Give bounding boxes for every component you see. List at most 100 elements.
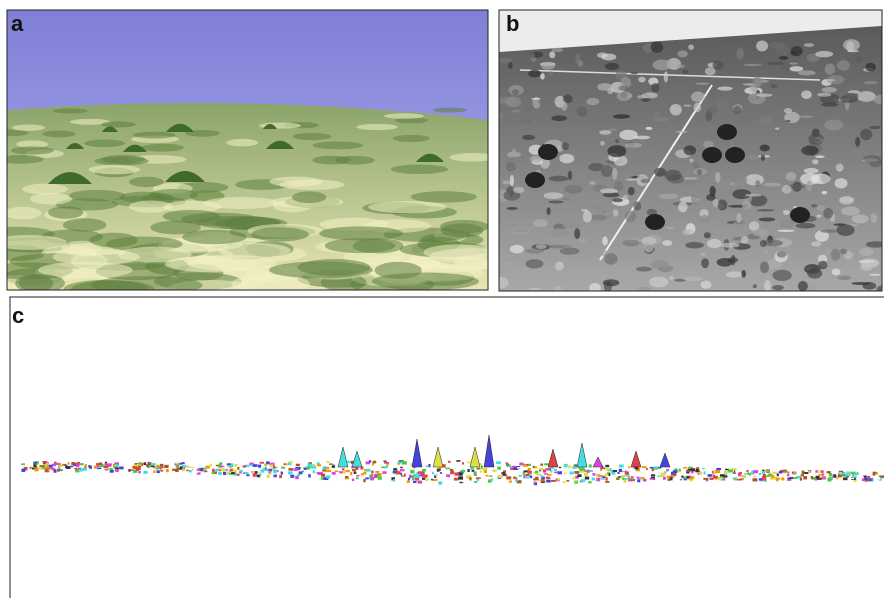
- rock: [798, 70, 816, 75]
- surface-bit: [461, 480, 464, 482]
- surface-bit: [318, 469, 321, 471]
- surface-bit: [288, 471, 292, 474]
- surface-bit: [339, 471, 343, 473]
- surface-bit: [58, 466, 60, 469]
- surface-bit: [70, 466, 74, 468]
- surface-bit: [686, 470, 691, 472]
- surface-bit: [500, 482, 502, 485]
- surface-bit: [535, 471, 538, 474]
- wave: [356, 124, 397, 130]
- surface-bit: [206, 472, 209, 474]
- wave: [141, 144, 184, 152]
- surface-bit: [144, 462, 147, 465]
- rock: [858, 260, 875, 263]
- spike: [352, 451, 362, 467]
- rock: [533, 219, 548, 227]
- surface-bit: [519, 463, 523, 466]
- rock: [613, 209, 618, 217]
- surface-bit: [616, 478, 618, 480]
- rock: [811, 204, 817, 207]
- surface-bit: [226, 469, 228, 471]
- wave: [440, 220, 489, 234]
- rock: [502, 181, 510, 185]
- rock: [527, 227, 533, 229]
- surface-bit: [651, 474, 655, 476]
- surface-bit: [157, 471, 160, 473]
- wave: [312, 142, 363, 150]
- panel-label: b: [506, 11, 519, 36]
- surface-bit: [428, 464, 430, 467]
- surface-bit: [240, 470, 242, 472]
- wave: [353, 238, 404, 253]
- rock: [843, 39, 860, 51]
- surface-bit: [687, 469, 691, 471]
- rock: [815, 51, 833, 57]
- panel-c: c: [10, 297, 884, 598]
- surface-bit: [385, 466, 388, 468]
- rock: [525, 248, 544, 253]
- rock: [654, 168, 666, 177]
- surface-bit: [356, 475, 359, 477]
- rock: [839, 196, 854, 205]
- rock: [605, 63, 619, 70]
- rock: [536, 244, 547, 249]
- rock: [625, 211, 636, 223]
- surface-bit: [253, 464, 258, 467]
- surface-bit: [641, 477, 645, 479]
- rock: [653, 111, 659, 121]
- rock: [863, 155, 881, 163]
- surface-bit: [402, 472, 404, 475]
- rock: [745, 174, 764, 185]
- surface-bit: [393, 479, 395, 481]
- surface-bit: [112, 462, 114, 464]
- terrain: [499, 26, 882, 291]
- surface-bit: [574, 481, 577, 483]
- rock: [798, 281, 808, 291]
- surface-bit: [605, 473, 609, 476]
- surface-bit: [759, 473, 761, 475]
- surface-bit: [195, 471, 197, 474]
- surface-bit: [702, 468, 704, 470]
- rock: [707, 239, 722, 248]
- surface-bit: [587, 470, 590, 473]
- surface-bit: [718, 477, 722, 480]
- rock: [682, 70, 688, 74]
- surface-bit: [306, 467, 310, 470]
- rock: [859, 248, 874, 256]
- surface-bit: [332, 465, 335, 467]
- surface-bit: [679, 469, 681, 471]
- surface-bit: [71, 462, 75, 465]
- surface-bit: [413, 481, 417, 483]
- surface-bit: [535, 477, 538, 480]
- surface-bit: [650, 478, 655, 480]
- surface-bit: [78, 469, 82, 472]
- rock: [608, 128, 617, 131]
- rock: [497, 58, 512, 63]
- surface-bit: [435, 474, 437, 476]
- rock: [506, 262, 511, 264]
- surface-bit: [741, 475, 745, 477]
- rock: [871, 213, 878, 223]
- rock: [856, 57, 863, 63]
- surface-bit: [486, 475, 489, 477]
- surface-bit: [175, 463, 179, 465]
- wave: [22, 184, 68, 195]
- surface-bit: [622, 475, 626, 477]
- rock: [651, 260, 669, 269]
- surface-bit: [581, 479, 586, 482]
- boulder: [725, 147, 745, 163]
- rock: [649, 205, 667, 208]
- wave: [12, 124, 45, 130]
- surface-bit: [533, 466, 535, 468]
- rock: [720, 176, 733, 178]
- rock: [869, 274, 880, 276]
- rock: [529, 288, 542, 290]
- surface-bit: [779, 471, 783, 473]
- surface-bit: [258, 465, 261, 468]
- surface-bit: [737, 479, 741, 481]
- figure: a b c: [0, 0, 884, 598]
- surface-bit: [281, 472, 283, 475]
- rock: [507, 207, 518, 210]
- surface-bit: [251, 471, 254, 473]
- rock: [590, 215, 607, 221]
